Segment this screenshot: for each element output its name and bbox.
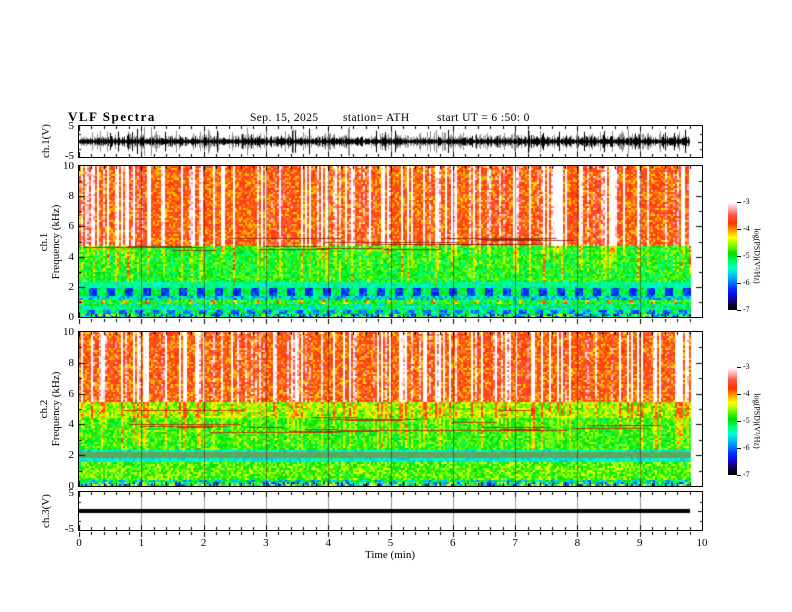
spec1-freq-tick-label: 4 xyxy=(68,250,75,263)
time-tick-label: 5 xyxy=(387,537,394,549)
colorbar-tick-label: -6 xyxy=(743,278,750,287)
spec2-freq-tick-label: 8 xyxy=(68,356,75,369)
station-text: station= ATH xyxy=(343,112,410,124)
colorbar-tick xyxy=(737,310,741,311)
time-tick-label: 0 xyxy=(76,537,82,549)
colorbar-tick-label: -5 xyxy=(743,251,750,260)
time-axis-tick-strip xyxy=(79,532,702,538)
y-label-ch2-frequency: ch.2 Frequency (kHz) xyxy=(38,372,62,447)
colorbar-tick-label: -5 xyxy=(743,416,750,425)
ch1-waveform-panel xyxy=(78,125,703,158)
ch3-waveform-panel xyxy=(78,491,703,531)
spec1-freq-tick-label: 6 xyxy=(68,220,75,233)
colorbar-tick xyxy=(737,256,741,257)
ch1-spectrogram-panel xyxy=(78,165,703,318)
date-text: Sep. 15, 2025 xyxy=(250,112,319,124)
time-tick-label: 1 xyxy=(138,537,145,549)
colorbar-tick-label: -7 xyxy=(743,470,750,479)
colorbar-tick-label: -3 xyxy=(743,362,750,371)
ch1-volt-tick-label: 5 xyxy=(68,120,75,132)
colorbar-ch2 xyxy=(728,367,737,475)
time-tick-label: 9 xyxy=(636,537,643,549)
colorbar-tick xyxy=(737,448,741,449)
ch3-volt-tick-label: -5 xyxy=(64,523,74,535)
ch1-volt-tick-label: -5 xyxy=(64,150,74,162)
time-tick-label: 3 xyxy=(263,537,269,549)
spec2-freq-tick-label: 6 xyxy=(68,387,75,400)
spec2-freq-tick-label: 0 xyxy=(68,480,75,492)
colorbar-tick-label: -3 xyxy=(743,197,750,206)
colorbar-tick-label: -6 xyxy=(743,443,750,452)
start-ut-text: start UT = 6 :50: 0 xyxy=(437,112,530,124)
time-tick-label: 6 xyxy=(450,537,456,549)
colorbar-tick xyxy=(737,229,741,230)
x-axis-label: Time (min) xyxy=(364,549,415,561)
ch1-waveform-canvas xyxy=(79,126,702,157)
colorbar-tick-label: -7 xyxy=(743,305,750,314)
spec2-freq-tick-label: 4 xyxy=(68,418,75,431)
colorbar-tick xyxy=(737,202,741,203)
spec2-freq-tick-label: 10 xyxy=(63,326,74,338)
y-label-ch2-line1: ch.2 xyxy=(38,399,50,419)
colorbar-tick xyxy=(737,475,741,476)
colorbar-tick xyxy=(737,367,741,368)
ch1-spectrogram-canvas xyxy=(79,166,702,317)
y-label-ch1-line2: Frequency (kHz) xyxy=(50,204,62,280)
spec1-freq-tick-label: 10 xyxy=(63,160,74,172)
page-title: VLF Spectra xyxy=(68,109,156,124)
colorbar-ch1 xyxy=(728,202,737,310)
time-tick-label: 7 xyxy=(512,537,518,549)
spec2-freq-tick-label: 2 xyxy=(68,449,75,462)
ch3-volt-tick-label: 5 xyxy=(68,487,75,499)
time-tick-label: 8 xyxy=(574,537,581,549)
spec1-freq-tick-label: 8 xyxy=(68,190,75,203)
time-tick-label: 10 xyxy=(696,537,708,549)
time-tick-label: 2 xyxy=(200,537,207,549)
colorbar-tick-label: -4 xyxy=(743,389,750,398)
spec1-freq-tick-label: 0 xyxy=(68,311,75,323)
y-label-ch1-line1: ch.1 xyxy=(38,232,50,252)
time-tick-label: 4 xyxy=(325,537,331,549)
colorbar-tick xyxy=(737,283,741,284)
spec1-bottom-tick-strip xyxy=(79,319,702,325)
ch2-spectrogram-panel xyxy=(78,331,703,487)
y-label-ch1-frequency: ch.1 Frequency (kHz) xyxy=(38,205,62,280)
colorbar-tick xyxy=(737,394,741,395)
colorbar-tick-label: -4 xyxy=(743,224,750,233)
colorbar-tick xyxy=(737,421,741,422)
ch3-waveform-canvas xyxy=(79,492,702,530)
y-label-ch2-line2: Frequency (kHz) xyxy=(50,371,62,447)
ch2-spectrogram-canvas xyxy=(79,332,702,486)
spec1-freq-tick-label: 2 xyxy=(68,280,75,293)
